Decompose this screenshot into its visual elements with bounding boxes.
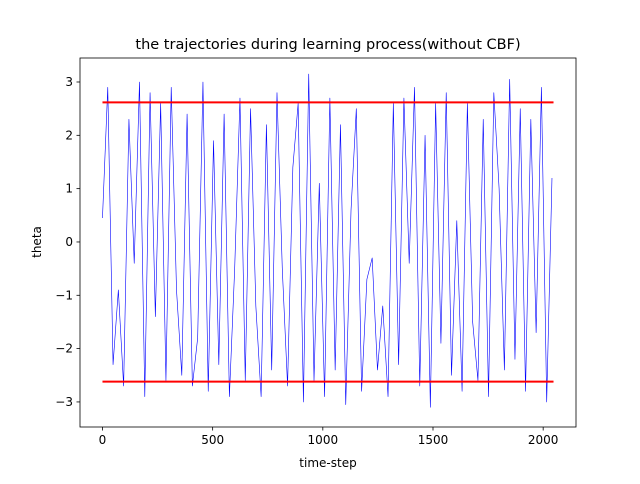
y-tick-label: −1	[55, 288, 73, 302]
x-tick-label: 0	[99, 433, 107, 447]
x-tick-label: 1500	[418, 433, 449, 447]
chart-title: the trajectories during learning process…	[135, 37, 520, 53]
y-tick-label: 0	[65, 235, 73, 249]
x-tick-label: 2000	[528, 433, 559, 447]
y-tick-label: 1	[65, 182, 73, 196]
y-tick-label: −2	[55, 342, 73, 356]
y-tick-label: 2	[65, 128, 73, 142]
plot-frame	[79, 57, 577, 428]
y-axis-label: theta	[30, 226, 44, 258]
x-tick-label: 1000	[308, 433, 339, 447]
x-axis-label: time-step	[299, 456, 356, 470]
series-line	[102, 73, 553, 408]
y-tick-label: 3	[65, 75, 73, 89]
x-tick-label: 500	[201, 433, 224, 447]
y-tick-label: −3	[55, 395, 73, 409]
